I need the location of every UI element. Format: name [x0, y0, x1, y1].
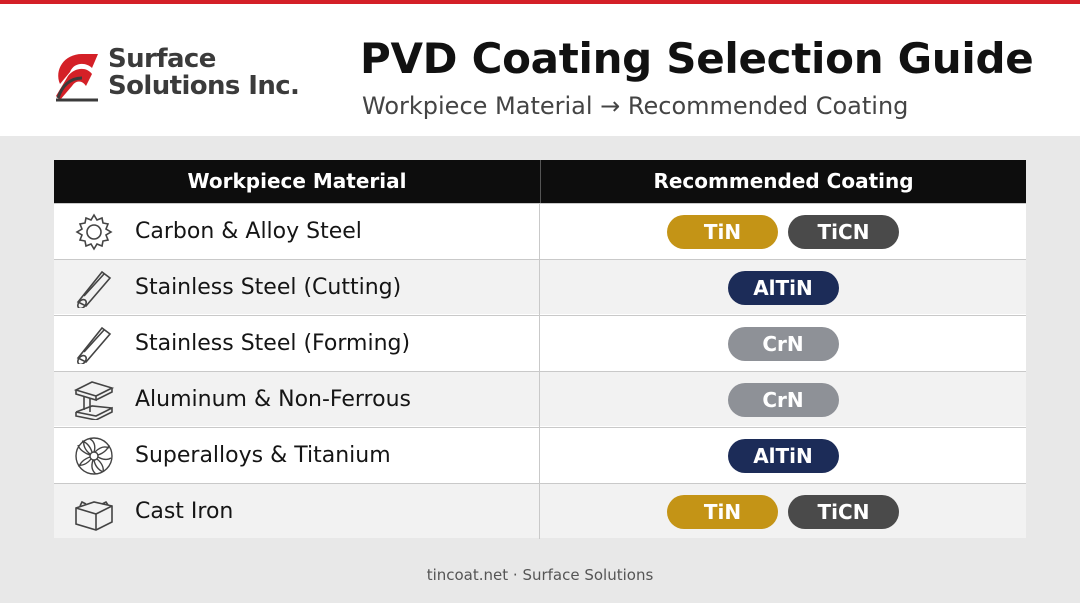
column-divider: [539, 316, 540, 371]
coating-badge-tin: TiN: [667, 214, 778, 249]
company-logo: Surface Solutions Inc.: [52, 44, 312, 114]
column-header-coating: Recommended Coating: [653, 169, 914, 193]
material-name: Aluminum & Non-Ferrous: [135, 387, 411, 412]
rod-icon: [72, 268, 116, 310]
coating-badge-ticn: TiCN: [788, 214, 899, 249]
coating-badge-crn: CrN: [727, 382, 839, 417]
block-icon: [72, 492, 116, 532]
gear-icon: [72, 212, 116, 252]
table-row: Stainless Steel (Forming) CrN: [54, 315, 1026, 371]
coating-badges: AlTiN: [540, 260, 1026, 315]
coating-badges: TiN TiCN: [540, 204, 1026, 259]
material-name: Stainless Steel (Forming): [135, 331, 411, 356]
material-name: Stainless Steel (Cutting): [135, 275, 402, 300]
header: Surface Solutions Inc. PVD Coating Selec…: [0, 4, 1080, 136]
top-accent-bar: [0, 0, 1080, 4]
column-divider: [539, 260, 540, 315]
rod-icon: [72, 324, 116, 366]
table-header: Workpiece Material Recommended Coating: [54, 160, 1026, 203]
column-divider: [539, 204, 540, 259]
company-name-line1: Surface: [108, 44, 216, 74]
coating-badges: CrN: [540, 316, 1026, 371]
coating-badges: CrN: [540, 372, 1026, 427]
material-name: Superalloys & Titanium: [135, 443, 391, 468]
coating-badges: TiN TiCN: [540, 484, 1026, 539]
coating-badge-crn: CrN: [727, 326, 839, 361]
column-header-material: Workpiece Material: [187, 169, 407, 193]
column-divider: [539, 484, 540, 539]
turbine-icon: [72, 436, 116, 476]
header-divider: [540, 160, 541, 203]
footer-text: tincoat.net · Surface Solutions: [426, 566, 654, 584]
coating-badge-tin: TiN: [667, 494, 778, 529]
material-name: Carbon & Alloy Steel: [135, 219, 362, 244]
column-divider: [539, 372, 540, 427]
company-name: Surface Solutions Inc.: [108, 44, 300, 101]
material-name: Cast Iron: [135, 499, 234, 524]
table-row: Cast Iron TiN TiCN: [54, 483, 1026, 539]
page-title: PVD Coating Selection Guide: [360, 34, 1034, 83]
i-beam-icon: [72, 380, 116, 421]
coating-table: Workpiece Material Recommended Coating C…: [54, 160, 1026, 539]
coating-badge-ticn: TiCN: [788, 494, 899, 529]
logo-mark-icon: [56, 54, 98, 102]
company-name-line2: Solutions Inc.: [108, 71, 300, 101]
coating-badge-altin: AlTiN: [727, 438, 839, 473]
table-row: Aluminum & Non-Ferrous CrN: [54, 371, 1026, 427]
page-subtitle: Workpiece Material → Recommended Coating: [362, 92, 909, 120]
column-divider: [539, 428, 540, 483]
table-row: Superalloys & Titanium AlTiN: [54, 427, 1026, 483]
coating-badge-altin: AlTiN: [727, 270, 839, 305]
table-row: Carbon & Alloy Steel TiN TiCN: [54, 203, 1026, 259]
coating-badges: AlTiN: [540, 428, 1026, 483]
table-row: Stainless Steel (Cutting) AlTiN: [54, 259, 1026, 315]
